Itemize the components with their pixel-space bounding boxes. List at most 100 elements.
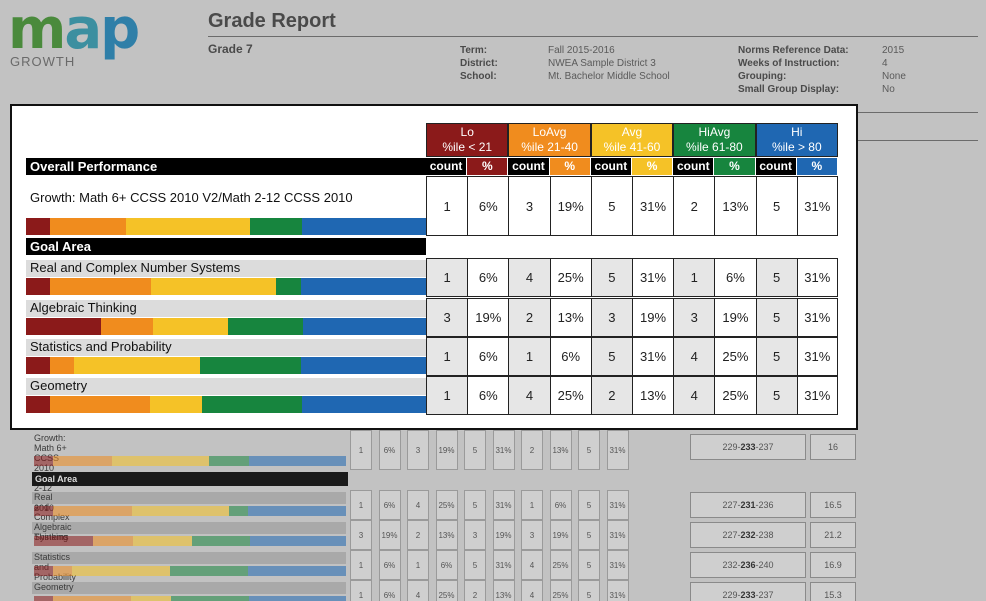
goal-row: Statistics and Probability bbox=[26, 337, 444, 376]
goal-name: Algebraic Thinking bbox=[30, 300, 137, 315]
background-cell: 1 bbox=[407, 550, 429, 580]
rit-low: 229- bbox=[722, 590, 741, 600]
rit-mid: 236 bbox=[740, 560, 756, 570]
count-percent-cells: 1 6% 4 25% 5 31% 1 6% 5 31% bbox=[426, 258, 838, 297]
subheader-count: count bbox=[426, 158, 468, 175]
stripe-segment-loavg bbox=[50, 218, 126, 235]
background-cell: 31% bbox=[606, 580, 629, 601]
stripe-segment-avg bbox=[126, 218, 250, 235]
background-stripe-segment bbox=[191, 536, 251, 546]
background-cell: 5 bbox=[464, 430, 486, 470]
background-cell: 6% bbox=[378, 580, 401, 601]
subheader-pct: % bbox=[632, 158, 674, 175]
rit-mid: 231 bbox=[740, 500, 756, 510]
subheader-count: count bbox=[755, 158, 797, 175]
stripe-segment-loavg bbox=[50, 278, 152, 295]
std-dev-cell: 16 bbox=[810, 434, 856, 460]
background-row-shade bbox=[32, 552, 346, 564]
logo-subtitle: GROWTH bbox=[10, 54, 76, 69]
overall-name: Growth: Math 6+ CCSS 2010 V2/Math 2-12 C… bbox=[30, 190, 353, 205]
background-stripe-segment bbox=[130, 596, 172, 601]
band-range: %ile 61-80 bbox=[686, 140, 743, 154]
background-cell: 13% bbox=[549, 430, 572, 470]
background-stripe-segment bbox=[171, 596, 250, 601]
percent-cell: 6% bbox=[467, 176, 509, 236]
count-cell: 4 bbox=[673, 337, 715, 376]
norms-value: 2015 bbox=[882, 45, 905, 56]
background-stripe bbox=[34, 536, 346, 546]
map-growth-logo: map GROWTH bbox=[8, 0, 140, 70]
subheader-count: count bbox=[590, 158, 632, 175]
goal-row-label-band bbox=[26, 260, 426, 277]
weeks-value: 4 bbox=[882, 58, 888, 69]
count-percent-cells: 1 6% 1 6% 5 31% 4 25% 5 31% bbox=[426, 337, 838, 376]
count-cell: 5 bbox=[755, 298, 797, 337]
percent-cell: 25% bbox=[549, 258, 591, 297]
background-cell: 25% bbox=[549, 580, 572, 601]
background-row-name: Geometry bbox=[34, 582, 74, 592]
background-cell: 1 bbox=[521, 490, 543, 520]
background-stripe bbox=[34, 456, 346, 466]
background-stripe-segment bbox=[169, 566, 249, 576]
background-cell: 6% bbox=[378, 550, 401, 580]
stripe-segment-hi bbox=[300, 278, 426, 295]
subheader-pct: % bbox=[549, 158, 591, 175]
count-cell: 2 bbox=[508, 298, 550, 337]
rit-mid: 233 bbox=[740, 442, 756, 452]
percent-cell: 31% bbox=[631, 337, 674, 376]
band-range: %ile > 80 bbox=[771, 140, 822, 154]
count-cell: 1 bbox=[426, 376, 468, 415]
background-cell: 31% bbox=[606, 430, 629, 470]
background-stripe-segment bbox=[34, 566, 53, 576]
count-cell: 3 bbox=[426, 298, 468, 337]
percent-cell: 6% bbox=[549, 337, 591, 376]
grouping-label: Grouping: bbox=[738, 71, 787, 82]
background-cell: 4 bbox=[521, 580, 543, 601]
band-header-loavg: LoAvg %ile 21-40 bbox=[508, 123, 591, 157]
goal-row-label-band bbox=[26, 300, 426, 317]
background-stripe-segment bbox=[248, 506, 346, 516]
rit-low: 229- bbox=[722, 442, 741, 452]
count-cell: 4 bbox=[673, 376, 715, 415]
band-header-lo: Lo %ile < 21 bbox=[426, 123, 509, 157]
background-cell: 31% bbox=[492, 430, 515, 470]
stripe-segment-hi bbox=[302, 396, 426, 413]
count-cell: 5 bbox=[590, 337, 632, 376]
percent-cell: 31% bbox=[796, 298, 838, 337]
subheader-pct: % bbox=[796, 158, 838, 175]
stripe-segment-avg bbox=[74, 357, 200, 374]
background-cell: 2 bbox=[521, 430, 543, 470]
background-cell: 19% bbox=[435, 430, 458, 470]
percent-cell: 13% bbox=[714, 176, 756, 236]
background-stripe-segment bbox=[248, 566, 346, 576]
performance-zoom-card: Lo %ile < 21 LoAvg %ile 21-40 Avg %ile 41-60 H… bbox=[10, 104, 858, 430]
band-range: %ile < 21 bbox=[442, 140, 493, 154]
count-cell: 3 bbox=[673, 298, 715, 337]
small-group-label: Small Group Display: bbox=[738, 84, 840, 95]
count-cell: 5 bbox=[590, 176, 632, 236]
term-value: Fall 2015-2016 bbox=[548, 45, 615, 56]
count-cell: 5 bbox=[590, 258, 632, 297]
count-cell: 5 bbox=[755, 176, 797, 236]
background-cell: 25% bbox=[549, 550, 572, 580]
stripe-segment-hi bbox=[300, 357, 426, 374]
background-stripe-segment bbox=[249, 596, 346, 601]
percent-cell: 6% bbox=[467, 258, 509, 297]
background-stripe-segment bbox=[92, 536, 133, 546]
percent-cell: 31% bbox=[796, 376, 838, 415]
background-cell: 5 bbox=[578, 430, 600, 470]
background-row-shade bbox=[32, 522, 346, 534]
count-cell: 3 bbox=[508, 176, 550, 236]
band-header-hi: Hi %ile > 80 bbox=[755, 123, 838, 157]
stripe-segment-avg bbox=[152, 318, 228, 335]
school-value: Mt. Bachelor Middle School bbox=[548, 71, 670, 82]
background-stripe-segment bbox=[71, 566, 170, 576]
background-cell: 3 bbox=[464, 520, 486, 550]
rit-low: 232- bbox=[722, 560, 741, 570]
distribution-stripe bbox=[26, 318, 426, 335]
percent-cell: 31% bbox=[796, 258, 838, 297]
background-row-shade bbox=[32, 492, 346, 504]
background-cell: 3 bbox=[407, 430, 429, 470]
header-divider bbox=[208, 36, 978, 37]
percent-cell: 13% bbox=[549, 298, 591, 337]
